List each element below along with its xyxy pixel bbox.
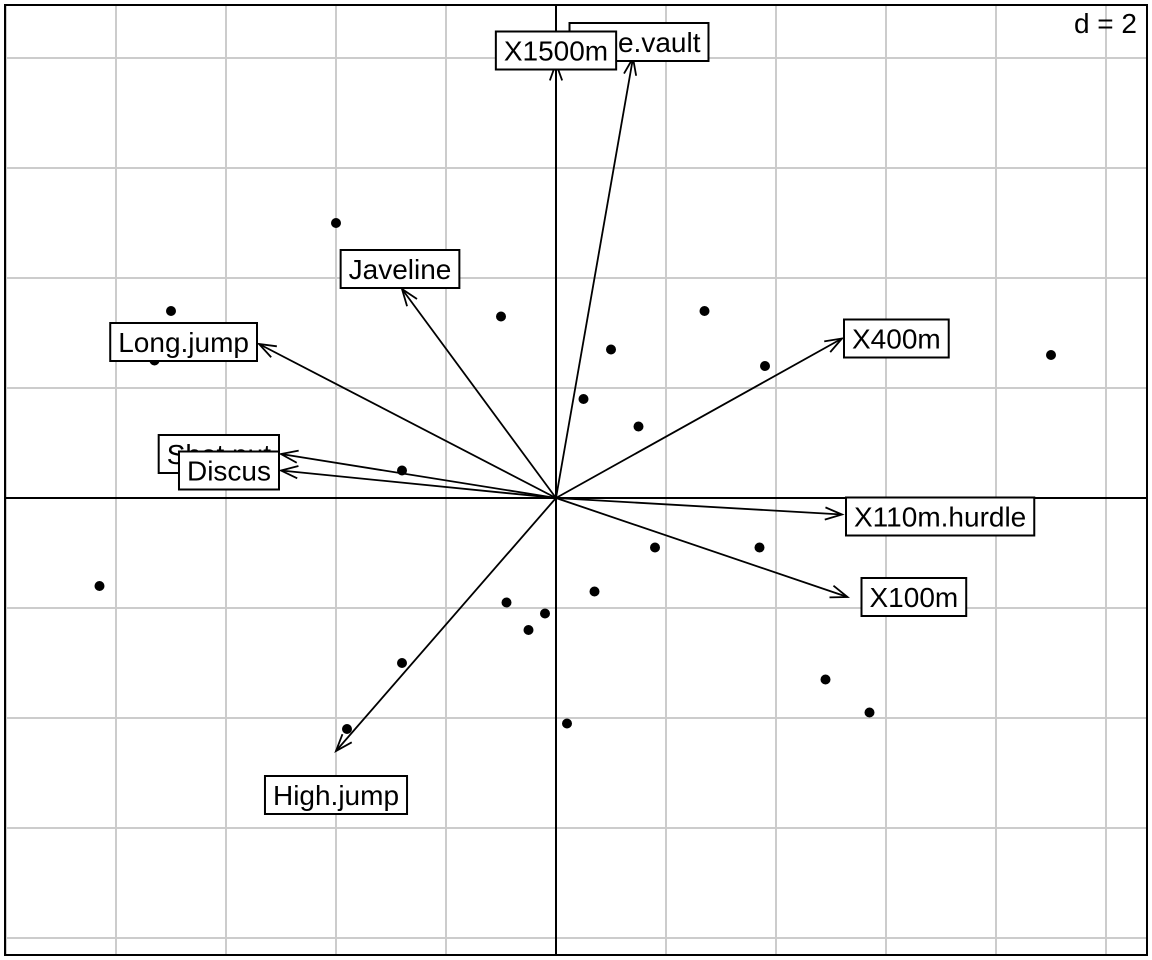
label-high-jump: High.jump	[263, 775, 409, 815]
grid-lines	[5, 5, 1147, 955]
data-point	[166, 306, 176, 316]
label-box	[109, 322, 258, 362]
data-point	[523, 625, 534, 635]
data-point	[820, 674, 831, 685]
data-point	[754, 542, 765, 553]
data-point	[578, 394, 589, 404]
arrow-x400m	[555, 337, 845, 499]
arrow-shaft	[280, 469, 557, 499]
arrow-head	[256, 342, 277, 358]
label-box	[339, 249, 461, 289]
label-box	[843, 318, 950, 359]
arrow-high-jump	[334, 497, 557, 753]
arrow-shaft	[258, 343, 557, 499]
data-point	[331, 218, 341, 228]
label-text: X110m.hurdle	[854, 502, 1026, 533]
arrow-head	[278, 449, 299, 464]
arrow-shaft	[555, 497, 848, 598]
arrow-head	[334, 733, 353, 753]
label-text: X1500m	[504, 36, 608, 67]
arrow-head	[278, 465, 299, 480]
label-text: X400m	[852, 324, 941, 355]
arrow-shaft	[555, 337, 843, 499]
label-text: Javeline	[349, 254, 452, 285]
label-javeline: Javeline	[339, 249, 461, 289]
arrow-x100m	[555, 497, 850, 599]
arrow-shaft	[555, 57, 634, 499]
label-box	[860, 577, 968, 617]
label-discus: Discus	[177, 450, 280, 491]
arrow-long-jump	[256, 342, 557, 499]
label-box	[494, 30, 618, 71]
plot-frame	[4, 4, 1148, 956]
label-x400m: X400m	[843, 318, 950, 359]
origin-axes	[5, 5, 1147, 955]
label-box	[177, 450, 280, 491]
data-point	[699, 306, 710, 316]
data-point	[342, 724, 352, 734]
arrow-shaft	[280, 453, 557, 499]
data-point	[562, 718, 572, 729]
data-point	[760, 361, 770, 371]
data-point	[864, 707, 875, 718]
arrow-shot-put	[278, 449, 557, 499]
arrow-discus	[278, 465, 557, 499]
arrow-head	[824, 337, 845, 353]
data-point	[633, 421, 644, 432]
arrow-x1500m	[548, 60, 564, 498]
data-point	[540, 608, 550, 619]
variable-arrows	[256, 55, 850, 753]
label-text: X100m	[870, 582, 959, 613]
data-point	[94, 581, 105, 591]
data-point	[589, 586, 600, 597]
data-point	[501, 597, 512, 608]
data-point	[606, 344, 616, 355]
label-x110m-hurdle: X110m.hurdle	[845, 496, 1036, 537]
label-text: High.jump	[273, 780, 399, 811]
arrow-shaft	[335, 497, 557, 752]
label-x1500m: X1500m	[494, 30, 618, 71]
scale-label: d = 2	[1074, 8, 1137, 39]
variable-labels: X100mLong.jumpShot.putHigh.jumpX400mX110…	[109, 22, 1036, 815]
arrow-x110m-hurdle	[555, 497, 845, 521]
data-point	[397, 658, 407, 668]
arrow-head	[829, 585, 850, 599]
label-long-jump: Long.jump	[109, 322, 258, 362]
data-point	[1046, 350, 1056, 360]
label-box	[845, 496, 1036, 537]
label-x100m: X100m	[860, 577, 968, 617]
data-point	[496, 311, 506, 322]
label-text: Discus	[187, 456, 271, 487]
arrow-javeline	[400, 286, 557, 499]
arrow-shaft	[401, 288, 557, 499]
label-box	[263, 775, 409, 815]
arrow-head	[824, 506, 845, 521]
label-text: Long.jump	[118, 327, 249, 358]
data-point	[650, 542, 660, 553]
arrow-shaft	[555, 497, 843, 516]
